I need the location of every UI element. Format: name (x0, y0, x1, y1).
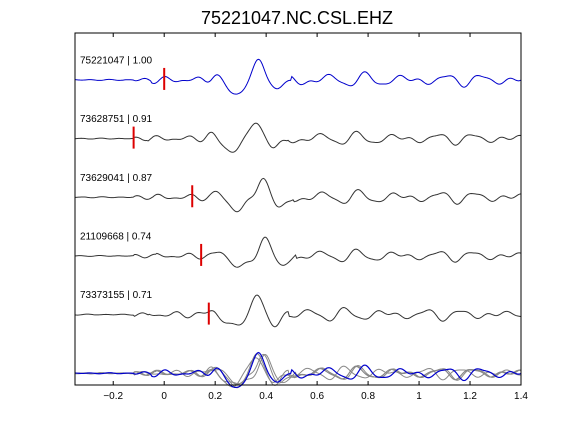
x-tick-label-5: 0.8 (361, 391, 375, 402)
trace-1 (74, 58, 522, 95)
x-tick-label-2: 0.2 (208, 391, 222, 402)
plot-area: 75221047 | 1.00 73628751 | 0.91 73629041 |… (74, 56, 522, 389)
x-tick-label-6: 1 (416, 391, 422, 402)
x-tick-label-4: 0.6 (310, 391, 324, 402)
trace-5 (74, 294, 522, 328)
x-axis: −0.2 0 0.2 0.4 0.6 0.8 1 1.2 1.4 (103, 33, 528, 402)
trace-label-2: 73628751 | 0.91 (80, 114, 153, 125)
chart-title: 75221047.NC.CSL.EHZ (201, 8, 393, 28)
x-tick-label-3: 0.4 (259, 391, 273, 402)
trace-label-4: 21109668 | 0.74 (80, 232, 152, 243)
trace-2 (74, 122, 522, 153)
trace-label-5: 73373155 | 0.71 (80, 290, 153, 301)
stack-trace-1 (74, 351, 522, 389)
x-tick-label-8: 1.4 (514, 391, 528, 402)
trace-4 (74, 236, 522, 268)
x-tick-label-0: −0.2 (103, 391, 123, 402)
x-tick-label-1: 0 (161, 391, 167, 402)
trace-3 (74, 177, 522, 213)
axes-frame (74, 32, 522, 386)
trace-label-1: 75221047 | 1.00 (80, 56, 153, 67)
stack-trace-5 (74, 353, 522, 386)
x-tick-label-7: 1.2 (463, 391, 477, 402)
trace-label-3: 73629041 | 0.87 (80, 173, 153, 184)
